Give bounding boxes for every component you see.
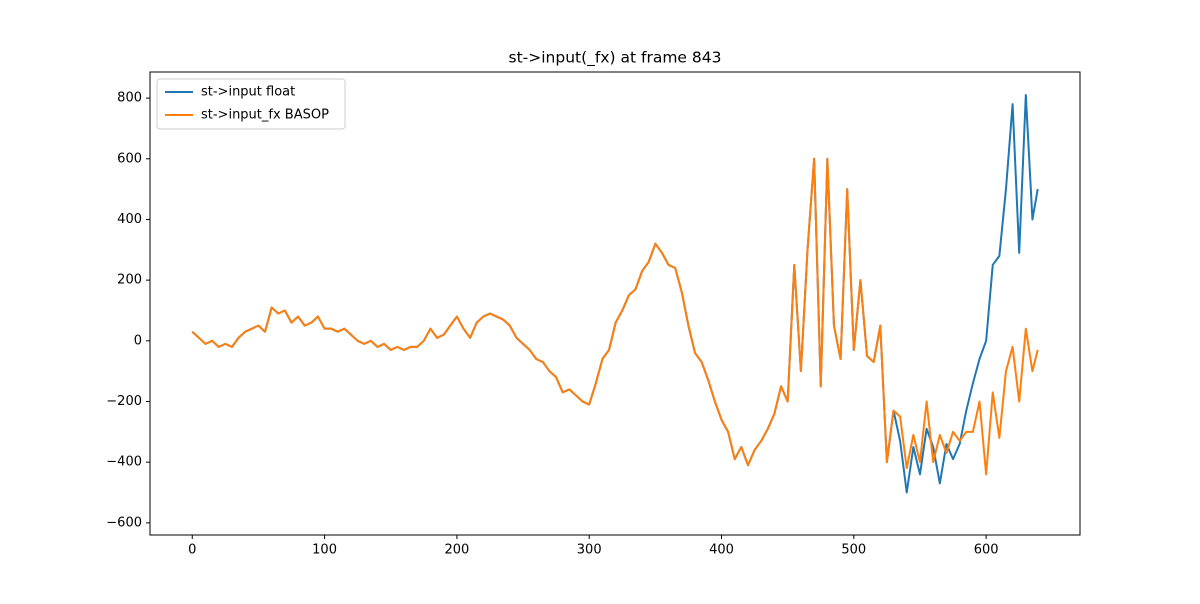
x-tick-label: 100 [312, 543, 337, 558]
legend-box [156, 78, 346, 130]
y-tick-label: 800 [117, 91, 142, 106]
chart-title: st->input(_fx) at frame 843 [509, 49, 722, 68]
y-tick-label: −600 [106, 515, 142, 530]
x-tick-label: 200 [444, 543, 469, 558]
y-tick-label: 600 [117, 151, 142, 166]
plot-frame [149, 71, 1081, 536]
x-tick-label: 0 [188, 543, 196, 558]
legend-label: st->input float [201, 85, 295, 100]
x-tick-label: 500 [841, 543, 866, 558]
legend-label: st->input_fx BASOP [201, 108, 329, 123]
series-line [191, 94, 1039, 494]
series-line [191, 157, 1039, 476]
y-tick-label: −400 [106, 455, 142, 470]
x-tick-label: 600 [974, 543, 999, 558]
y-tick-label: 400 [117, 212, 142, 227]
y-tick-label: 200 [117, 273, 142, 288]
x-tick-label: 400 [709, 543, 734, 558]
x-tick-label: 300 [577, 543, 602, 558]
y-tick-label: −200 [106, 394, 142, 409]
y-tick-label: 0 [134, 333, 142, 348]
